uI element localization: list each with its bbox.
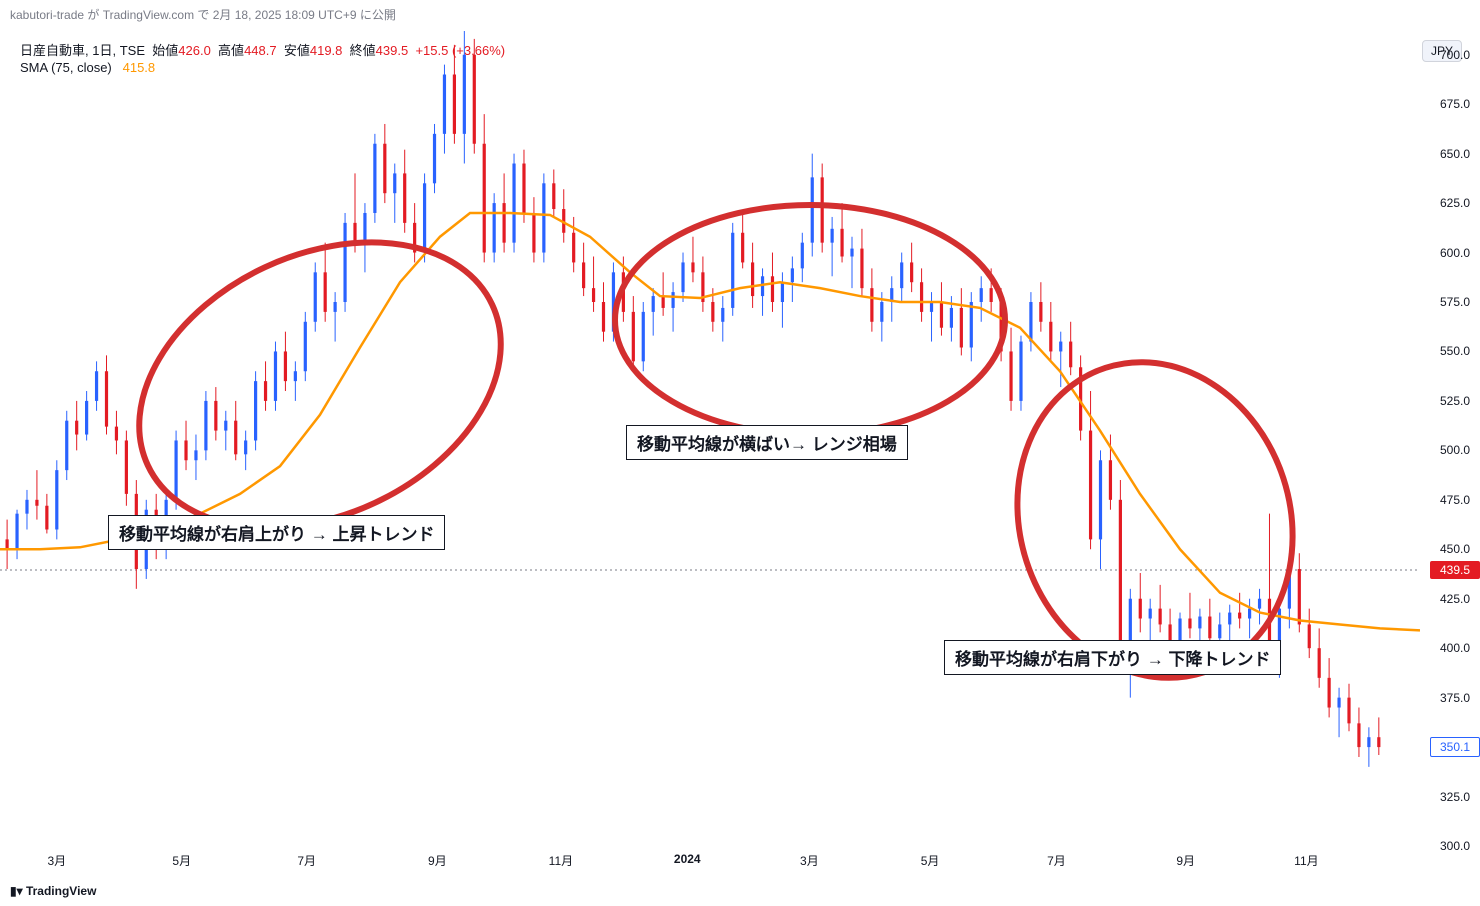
x-tick: 9月: [1176, 852, 1195, 869]
publish-info: kabutori-trade が TradingView.com で 2月 18…: [10, 6, 396, 23]
y-tick: 600.0: [1440, 246, 1470, 260]
y-tick: 700.0: [1440, 48, 1470, 62]
chart-container: kabutori-trade が TradingView.com で 2月 18…: [0, 0, 1480, 906]
x-tick: 11月: [1294, 852, 1318, 869]
y-tick: 375.0: [1440, 691, 1470, 705]
tradingview-logo: ▮▾ TradingView: [10, 884, 96, 898]
x-tick: 3月: [47, 852, 66, 869]
annotation-box: 移動平均線が右肩下がり → 下降トレンド: [944, 640, 1281, 675]
y-tick: 300.0: [1440, 839, 1470, 853]
y-tick: 500.0: [1440, 443, 1470, 457]
y-tick: 325.0: [1440, 790, 1470, 804]
y-tick: 425.0: [1440, 592, 1470, 606]
x-tick: 11月: [549, 852, 573, 869]
x-tick: 5月: [172, 852, 191, 869]
y-tick: 400.0: [1440, 641, 1470, 655]
annotation-box: 移動平均線が右肩上がり → 上昇トレンド: [108, 515, 445, 550]
logo-icon: ▮▾: [10, 884, 26, 898]
x-tick: 2024: [674, 852, 701, 866]
y-tick: 625.0: [1440, 196, 1470, 210]
y-tick: 550.0: [1440, 344, 1470, 358]
x-tick: 9月: [428, 852, 447, 869]
x-tick: 5月: [921, 852, 940, 869]
y-tick: 475.0: [1440, 493, 1470, 507]
y-tick: 450.0: [1440, 542, 1470, 556]
x-tick: 3月: [800, 852, 819, 869]
y-tick: 650.0: [1440, 147, 1470, 161]
annotation-box: 移動平均線が横ばい→ レンジ相場: [626, 425, 908, 460]
x-tick: 7月: [1047, 852, 1066, 869]
price-tag: 439.5: [1430, 561, 1480, 579]
y-tick: 525.0: [1440, 394, 1470, 408]
time-axis[interactable]: 3月 5月 7月 9月 11月 2024 3月 5月 7月 9月 11月: [0, 846, 1420, 876]
x-tick: 7月: [297, 852, 316, 869]
y-tick: 675.0: [1440, 97, 1470, 111]
price-axis[interactable]: 700.0 675.0 650.0 625.0 600.0 575.0 550.0 525.0…: [1420, 30, 1480, 846]
y-tick: 575.0: [1440, 295, 1470, 309]
price-tag: 350.1: [1430, 737, 1480, 757]
